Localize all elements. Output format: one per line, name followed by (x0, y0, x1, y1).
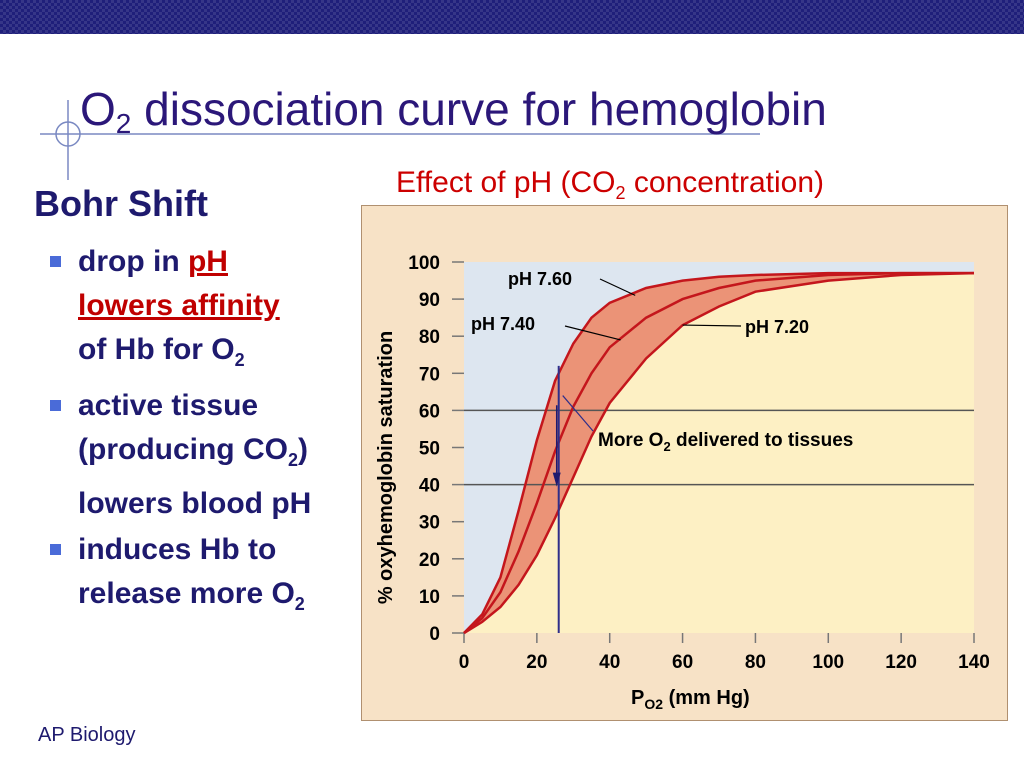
bullet-highlight: lowers affinity (78, 289, 280, 322)
y-tick-label: 20 (419, 550, 440, 571)
y-tick-label: 70 (419, 364, 440, 385)
bullet-highlight: pH (187, 245, 228, 278)
bullet-item: drop in pH lowers affinity of Hb for O2 (46, 240, 336, 382)
x-axis-label: PO2 (mm Hg) (631, 687, 750, 712)
chart-title-part: concentration) (625, 166, 824, 199)
ph-range-band (464, 273, 974, 633)
series-label-leader (564, 325, 621, 341)
series-label: pH 7.40 (471, 314, 535, 334)
title-rest: dissociation curve for hemoglobin (131, 83, 827, 135)
series-label-leader (599, 278, 636, 296)
chart-title-part: Effect of pH (CO (396, 166, 616, 199)
bullet-subscript: 2 (294, 594, 305, 614)
slide-title: O2 dissociation curve for hemoglobin (80, 82, 827, 140)
annotation-subscript: 2 (663, 439, 670, 454)
x-tick-label: 60 (672, 652, 693, 673)
bullet-square-icon (50, 256, 61, 267)
y-axis-label: % oxyhemoglobin saturation (375, 331, 397, 604)
y-tick-label: 0 (429, 624, 440, 645)
bohr-shift-heading: Bohr Shift (34, 183, 208, 224)
top-decorative-bar (0, 0, 1024, 34)
bullet-text: ) lowers blood pH (78, 433, 312, 520)
annotation-part: delivered to tissues (671, 430, 854, 451)
bullet-item: induces Hb to release more O2 (46, 528, 336, 626)
footer-label: AP Biology (38, 724, 136, 746)
series-label: pH 7.60 (508, 269, 572, 289)
dissociation-curve (463, 271, 974, 634)
x-tick-label: 0 (459, 652, 470, 673)
crosshair-decoration (40, 100, 760, 180)
y-tick-label: 40 (419, 476, 440, 497)
y-tick-label: 10 (419, 587, 440, 608)
plot-area-upper-region (464, 262, 974, 633)
oxygen-dissociation-chart: 0 10 20 30 40 50 60 70 80 90 100 0 20 40 60 80 100 120 140… (375, 253, 990, 712)
x-axis-label-part: (mm Hg) (663, 687, 750, 709)
title-main: O (80, 83, 116, 135)
series-label: pH 7.20 (745, 317, 809, 337)
y-tick-label: 90 (419, 290, 440, 311)
bullet-square-icon (50, 400, 61, 411)
x-tick-label: 100 (812, 652, 844, 673)
x-tick-label: 80 (745, 652, 766, 673)
annotation-part: More O (598, 430, 663, 451)
bullet-item: active tissue (producing CO2) lowers blo… (46, 384, 336, 526)
delivery-annotation: More O2 delivered to tissues (598, 430, 853, 454)
x-tick-label: 140 (958, 652, 990, 673)
annotation-leader (562, 395, 594, 432)
y-tick-label: 50 (419, 439, 440, 460)
y-tick-label: 100 (408, 253, 440, 274)
shift-arrowhead (552, 472, 561, 487)
y-tick-label: 60 (419, 401, 440, 422)
chart-title: Effect of pH (CO2 concentration) (396, 166, 824, 204)
y-tick-label: 30 (419, 513, 440, 534)
bullet-text: induces Hb to release more O (78, 533, 295, 610)
bullet-subscript: 2 (234, 350, 245, 370)
y-tick-label: 80 (419, 327, 440, 348)
title-subscript: 2 (115, 108, 132, 139)
bullet-subscript: 2 (287, 450, 298, 470)
bullet-list: drop in pH lowers affinity of Hb for O2 … (46, 240, 336, 628)
x-tick-label: 40 (599, 652, 620, 673)
series-label-leader (682, 324, 742, 327)
chart-title-subscript: 2 (615, 183, 626, 203)
dissociation-curve (463, 271, 975, 635)
dissociation-curve (463, 271, 974, 634)
bullet-text: of Hb for O (78, 333, 235, 366)
x-axis-label-subscript: O2 (644, 696, 663, 712)
bullet-text: active tissue (producing CO (78, 389, 288, 466)
x-axis-label-part: P (631, 687, 644, 709)
x-tick-label: 20 (526, 652, 547, 673)
bullet-text: drop in (78, 245, 188, 278)
x-tick-label: 120 (885, 652, 917, 673)
bullet-square-icon (50, 544, 61, 555)
